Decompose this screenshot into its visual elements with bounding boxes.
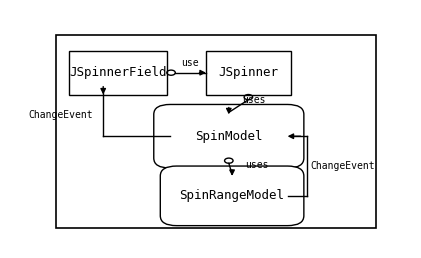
FancyBboxPatch shape [160, 166, 304, 226]
Text: uses: uses [245, 160, 269, 170]
Text: JSpinner: JSpinner [218, 66, 278, 79]
Text: SpinRangeModel: SpinRangeModel [180, 189, 285, 202]
Text: SpinModel: SpinModel [195, 130, 263, 143]
Text: uses: uses [242, 95, 265, 106]
Text: JSpinnerField: JSpinnerField [69, 66, 167, 79]
Text: ChangeEvent: ChangeEvent [29, 110, 93, 120]
Text: ChangeEvent: ChangeEvent [310, 161, 375, 171]
FancyBboxPatch shape [56, 35, 376, 228]
Text: use: use [181, 58, 198, 68]
FancyBboxPatch shape [206, 51, 291, 94]
FancyBboxPatch shape [154, 104, 304, 168]
FancyBboxPatch shape [69, 51, 167, 94]
